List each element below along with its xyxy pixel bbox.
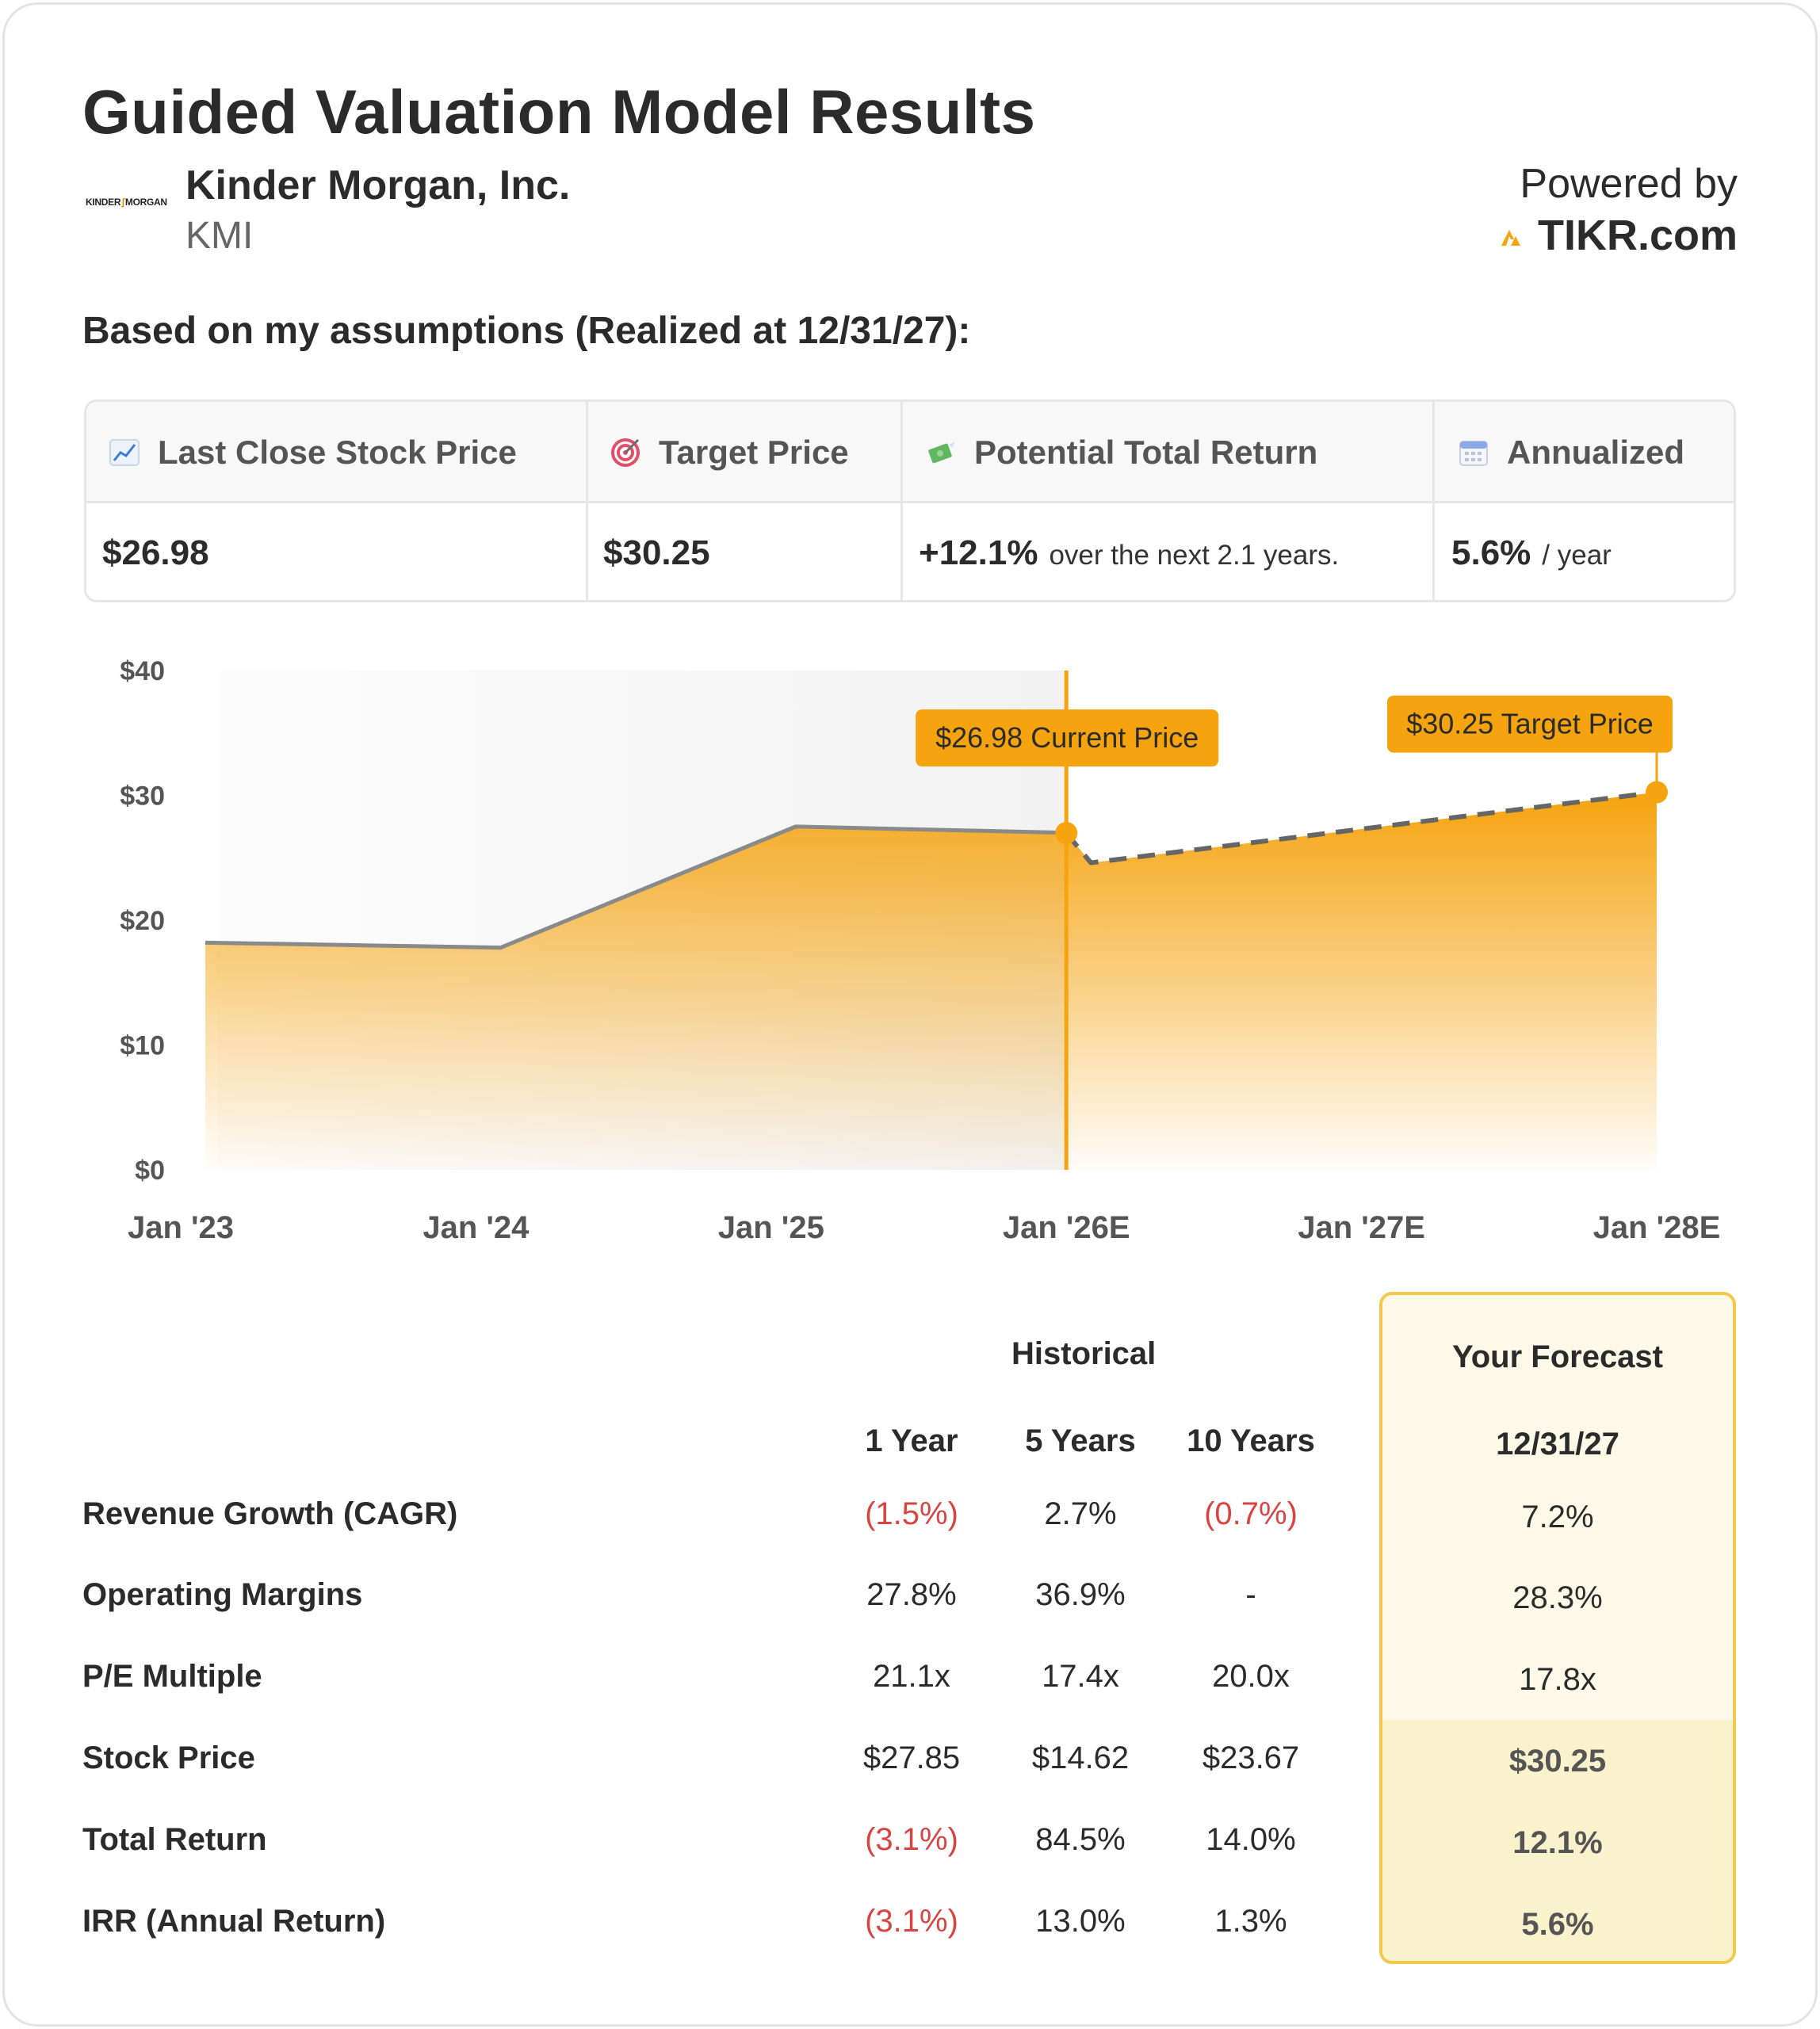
table-cell: 13.0% xyxy=(1035,1904,1126,1939)
target-price-point xyxy=(1646,781,1668,804)
historical-group-header: Historical xyxy=(1011,1336,1157,1371)
last-close-value: $26.98 xyxy=(102,533,209,572)
summary-header-row xyxy=(86,402,1734,503)
target-price-value: $30.25 xyxy=(603,533,710,572)
company-name: Kinder Morgan, Inc. xyxy=(185,162,571,208)
table-cell: - xyxy=(1245,1577,1256,1612)
ticker-symbol: KMI xyxy=(185,215,254,257)
x-tick-label: Jan '28E xyxy=(1593,1210,1721,1245)
current-price-point xyxy=(1055,822,1078,845)
row-label: Total Return xyxy=(82,1822,267,1857)
company-logo: KINDER ʃ MORGAN xyxy=(86,197,167,208)
price-chart: $0 $10 $20 $30 $40 Jan '23 Jan '24 Jan '25 Jan '… xyxy=(0,634,1820,1268)
forecast-series-line xyxy=(1064,789,1658,865)
col-header-forecast-date: 12/31/27 xyxy=(1496,1427,1619,1462)
annualized-header: Annualized xyxy=(1458,402,1684,503)
forecast-cell: 17.8x xyxy=(1519,1662,1596,1697)
brand-name: TIKR.com xyxy=(1537,212,1738,259)
col-header-5-years: 5 Years xyxy=(1025,1423,1136,1458)
target-price-label: $30.25 Target Price xyxy=(1406,708,1654,740)
forecast-cell: 28.3% xyxy=(1512,1580,1603,1615)
assumptions-heading: Based on my assumptions (Realized at 12/… xyxy=(82,310,971,352)
forecast-cell: $30.25 xyxy=(1508,1744,1607,1779)
last-close-header: Last Close Stock Price xyxy=(109,402,517,503)
x-tick-label: Jan '25 xyxy=(718,1210,824,1245)
row-label: Operating Margins xyxy=(82,1577,363,1612)
col-header-10-years: 10 Years xyxy=(1187,1423,1315,1458)
x-tick-label: Jan '23 xyxy=(128,1210,234,1245)
y-tick-label: $40 xyxy=(120,656,165,686)
table-cell: 1.3% xyxy=(1214,1904,1287,1939)
y-tick-label: $20 xyxy=(120,906,165,936)
forecast-group-header: Your Forecast xyxy=(1452,1339,1663,1374)
price-chart-svg: $0 $10 $20 $30 $40 Jan '23 Jan '24 Jan '25 Jan '… xyxy=(120,656,1721,1245)
col-header-1-year: 1 Year xyxy=(865,1423,958,1458)
total-return-value: +12.1% over the next 2.1 years. xyxy=(919,533,1340,572)
table-cell: 36.9% xyxy=(1035,1577,1126,1612)
table-cell: (0.7%) xyxy=(1204,1496,1298,1531)
row-label: P/E Multiple xyxy=(82,1659,262,1694)
money-with-wings-icon xyxy=(928,441,955,464)
table-cell: 84.5% xyxy=(1035,1822,1126,1857)
table-cell: 20.0x xyxy=(1212,1659,1290,1694)
row-label: Revenue Growth (CAGR) xyxy=(82,1496,458,1531)
y-tick-label: $0 xyxy=(135,1156,165,1186)
y-tick-label: $10 xyxy=(120,1031,165,1061)
forecast-cell: 7.2% xyxy=(1521,1500,1594,1534)
total-return-header: Potential Total Return xyxy=(925,402,1317,503)
x-tick-label: Jan '27E xyxy=(1298,1210,1425,1245)
table-cell: $27.85 xyxy=(862,1741,961,1775)
powered-by-label: Powered by xyxy=(1520,161,1738,207)
historical-area xyxy=(205,826,1067,1170)
target-price-header: Target Price xyxy=(610,402,849,503)
table-cell: $14.62 xyxy=(1031,1741,1130,1775)
current-price-label: $26.98 Current Price xyxy=(935,721,1199,754)
tikr-logo-icon xyxy=(1501,230,1520,246)
row-label: Stock Price xyxy=(82,1741,255,1775)
target-price-tooltip xyxy=(1387,695,1673,753)
table-cell: 17.4x xyxy=(1042,1659,1119,1694)
x-tick-label: Jan '24 xyxy=(422,1210,530,1245)
forecast-cell: 12.1% xyxy=(1512,1825,1603,1860)
calendar-icon xyxy=(1459,441,1488,466)
table-cell: 21.1x xyxy=(873,1659,950,1694)
annualized-value: 5.6% / year xyxy=(1451,533,1612,572)
target-icon xyxy=(611,438,640,467)
y-tick-label: $30 xyxy=(120,781,165,812)
page-title: Guided Valuation Model Results xyxy=(82,77,1036,147)
table-cell: (1.5%) xyxy=(865,1496,958,1531)
table-cell: (3.1%) xyxy=(865,1904,958,1939)
forecast-area xyxy=(1066,792,1657,1170)
table-cell: 27.8% xyxy=(866,1577,957,1612)
tikr-brand-link[interactable]: TIKR.com xyxy=(1500,211,1738,260)
forecast-cell: 5.6% xyxy=(1521,1907,1594,1942)
forecast-column-box xyxy=(1379,1292,1736,1964)
historical-series-line xyxy=(205,824,1067,950)
table-cell: 14.0% xyxy=(1206,1822,1296,1857)
table-cell: 2.7% xyxy=(1044,1496,1117,1531)
current-price-tooltip xyxy=(916,709,1219,767)
table-cell: (3.1%) xyxy=(865,1822,958,1857)
chart-increasing-icon xyxy=(109,439,140,466)
x-tick-label: Jan '26E xyxy=(1003,1210,1130,1245)
summary-table: Last Close Stock Price Target Price Pote… xyxy=(84,399,1736,602)
table-cell: $23.67 xyxy=(1202,1741,1300,1775)
row-label: IRR (Annual Return) xyxy=(82,1904,386,1939)
